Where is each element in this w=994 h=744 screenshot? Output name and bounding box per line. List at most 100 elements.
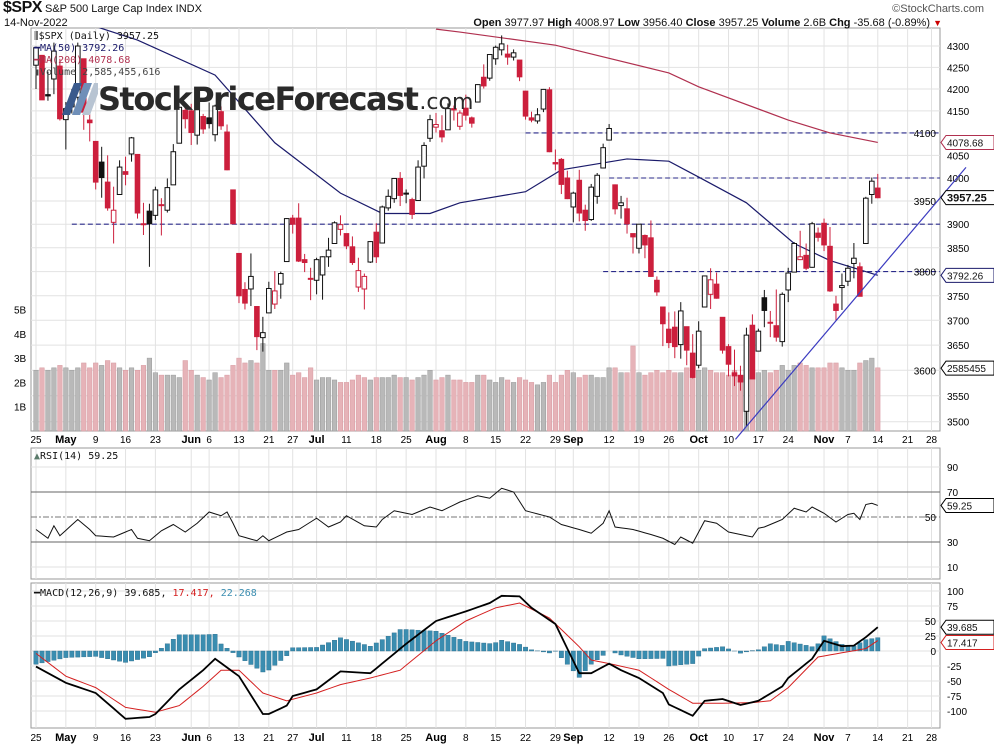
- volume-bar: [660, 372, 666, 432]
- date-tick-label: 15: [490, 733, 502, 744]
- candle-body: [45, 94, 51, 97]
- macd-histogram-bar: [379, 639, 385, 652]
- volume-bar: [314, 379, 320, 432]
- candlestick: [869, 177, 875, 204]
- macd-histogram-bar: [338, 637, 343, 652]
- macd-histogram-bar: [529, 649, 534, 652]
- price-tick-label: 4000: [947, 174, 970, 185]
- macd-histogram-bar: [558, 650, 564, 658]
- volume-bar: [45, 370, 51, 432]
- volume-bar: [720, 372, 726, 432]
- macd-series: [33, 594, 881, 720]
- macd-signal-line: [35, 602, 879, 713]
- date-tick-label: 16: [120, 435, 132, 446]
- candlestick: [707, 268, 714, 309]
- candlestick: [421, 142, 427, 179]
- rsi-legend: ▲RSI(14) 59.25: [34, 451, 119, 462]
- value-tag-text: 17.417: [947, 639, 978, 650]
- candle-body: [773, 325, 780, 338]
- date-tick-label: 28: [926, 733, 938, 744]
- macd-tick-label: 100: [947, 587, 964, 598]
- volume-bar: [421, 374, 427, 432]
- rsi-tick-label: 70: [947, 488, 959, 499]
- macd-histogram-bar: [278, 650, 284, 661]
- candlestick: [283, 218, 290, 263]
- macd-histogram-bar: [290, 647, 296, 652]
- volume-bar: [517, 377, 523, 432]
- close-label: Close: [685, 17, 716, 29]
- candlestick: [445, 103, 451, 131]
- macd-histogram-bar: [373, 642, 379, 652]
- candlestick: [582, 204, 589, 231]
- line-icon: ━: [34, 588, 41, 599]
- macd-histogram-bar: [248, 650, 254, 665]
- candlestick: [874, 173, 881, 199]
- candlestick: [695, 321, 702, 369]
- macd-histogram-bar: [45, 650, 51, 662]
- macd-histogram-bar: [714, 647, 719, 652]
- symbol: $SPX: [3, 0, 42, 16]
- volume-bar: [600, 377, 606, 432]
- candlestick: [218, 106, 224, 130]
- date-tick-label: 29: [550, 733, 562, 744]
- volume-bar: [39, 367, 45, 432]
- volume-bar: [869, 357, 875, 432]
- macd-histogram-bar: [648, 650, 654, 659]
- candlestick: [194, 98, 200, 145]
- candlestick: [248, 253, 254, 307]
- candle-body: [564, 177, 571, 200]
- candlestick: [731, 349, 738, 387]
- candle-body: [176, 106, 183, 144]
- macd-histogram-bar: [654, 650, 660, 659]
- volume-tick-label: 4B: [14, 330, 27, 341]
- candle-body: [480, 76, 487, 87]
- date-tick-label: 19: [633, 435, 645, 446]
- candle-body: [785, 272, 792, 291]
- candlestick: [391, 177, 397, 203]
- candle-body: [445, 108, 451, 131]
- macd-histogram-bar: [487, 643, 493, 652]
- candle-body: [606, 127, 612, 141]
- candle-body: [86, 119, 93, 124]
- area-icon: ▲: [34, 451, 41, 462]
- volume-bar: [164, 374, 170, 432]
- legend-volume: ▮Volume 2,585,455,616: [34, 67, 161, 78]
- candle-body: [857, 266, 863, 297]
- candle-body: [355, 270, 362, 288]
- volume-bar: [242, 362, 248, 432]
- volume-bar: [779, 365, 785, 432]
- rsi-value-tag: 59.25: [940, 497, 994, 513]
- candlestick: [767, 310, 774, 338]
- candlestick: [39, 54, 45, 101]
- macd-histogram-bar: [875, 637, 881, 652]
- candlestick: [325, 237, 332, 267]
- candle-body: [767, 321, 774, 324]
- candle-body: [110, 209, 117, 223]
- candlestick: [379, 205, 386, 244]
- value-tag-box: [940, 619, 994, 635]
- date-tick-label: 18: [371, 435, 383, 446]
- price-tick-label: 4050: [947, 151, 970, 162]
- rsi-tick-label: 90: [947, 463, 959, 474]
- candle-body: [439, 130, 445, 138]
- volume-bar: [684, 367, 690, 432]
- candlestick: [110, 186, 117, 244]
- high-label: High: [547, 17, 572, 29]
- candlestick: [272, 271, 278, 309]
- macd-histogram-bar: [761, 646, 767, 652]
- candlestick: [588, 183, 595, 221]
- volume-bar: [182, 360, 188, 432]
- macd-histogram-bar: [200, 634, 206, 652]
- candlestick: [170, 144, 177, 186]
- macd-histogram-bar: [332, 640, 337, 652]
- volume-bar: [821, 367, 827, 432]
- macd-histogram-bar: [266, 650, 272, 671]
- volume-bar: [337, 382, 344, 432]
- price-tick-label: 3850: [947, 244, 970, 255]
- macd-histogram-bar: [600, 650, 606, 656]
- volume-bar: [218, 377, 224, 432]
- candle-body: [427, 119, 433, 139]
- macd-histogram-bar: [355, 642, 361, 652]
- candle-body: [731, 372, 738, 377]
- macd-histogram-bar: [445, 635, 451, 652]
